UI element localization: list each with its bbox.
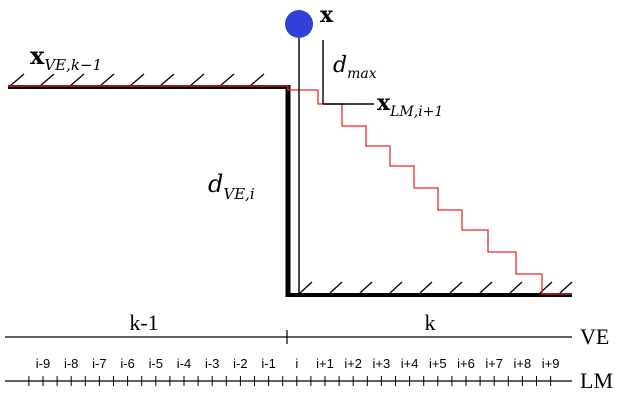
lm-tick-label: i+4 xyxy=(401,356,419,371)
ve-segment-right: k xyxy=(425,310,436,335)
lm-tick-label: i+5 xyxy=(429,356,447,371)
lm-tick-label: i-8 xyxy=(64,356,78,371)
lm-tick-label: i-6 xyxy=(120,356,134,371)
ve-prev-sub: VE,k−1 xyxy=(44,56,102,74)
lm-tick-label: i-3 xyxy=(205,356,219,371)
ve-prev-label: xVE,k−1 xyxy=(30,41,102,74)
lm-next-base: x xyxy=(377,90,391,116)
lm-tick-label: i-2 xyxy=(233,356,247,371)
lm-tick-label: i+3 xyxy=(373,356,391,371)
lm-axis-name: LM xyxy=(580,368,613,393)
ve-segment-left: k-1 xyxy=(129,310,158,335)
dve-label: dVE,i xyxy=(208,170,255,203)
lm-tick-label: i-1 xyxy=(261,356,275,371)
lm-tick-label: i+2 xyxy=(344,356,362,371)
lm-axis-ticks: i-9 i-8 i-7 i-6 i-5 i-4 i-3 i-2 i-1 i i+1 i+2 i+3 i+4… xyxy=(28,356,560,386)
lm-tick-label: i+6 xyxy=(457,356,475,371)
lower-ground-hatch xyxy=(299,281,573,294)
lm-tick-label: i-5 xyxy=(149,356,163,371)
lm-tick-label: i-4 xyxy=(177,356,191,371)
lm-tick-label: i+9 xyxy=(542,356,560,371)
ve-prev-base: x xyxy=(30,41,45,70)
point-x-label: x xyxy=(320,2,334,28)
ve-axis-name: VE xyxy=(580,324,609,349)
lm-tick-label: i-9 xyxy=(36,356,50,371)
dmax-label: dmax xyxy=(333,53,377,82)
dmax-base: d xyxy=(333,53,347,78)
lm-tick-label: i+1 xyxy=(316,356,334,371)
lm-tick-label: i xyxy=(295,356,298,371)
dve-base: d xyxy=(208,170,223,198)
dve-sub: VE,i xyxy=(223,185,255,203)
lm-tick-label: i+7 xyxy=(485,356,503,371)
point-x-icon xyxy=(285,10,313,38)
dmax-sub: max xyxy=(347,66,377,82)
lm-next-sub: LM,i+1 xyxy=(389,104,443,120)
lm-next-label: xLM,i+1 xyxy=(377,90,443,120)
lm-step-path xyxy=(8,85,572,295)
lm-tick-label: i-7 xyxy=(92,356,106,371)
upper-ground-hatch xyxy=(9,73,265,87)
lm-tick-label: i+8 xyxy=(514,356,532,371)
